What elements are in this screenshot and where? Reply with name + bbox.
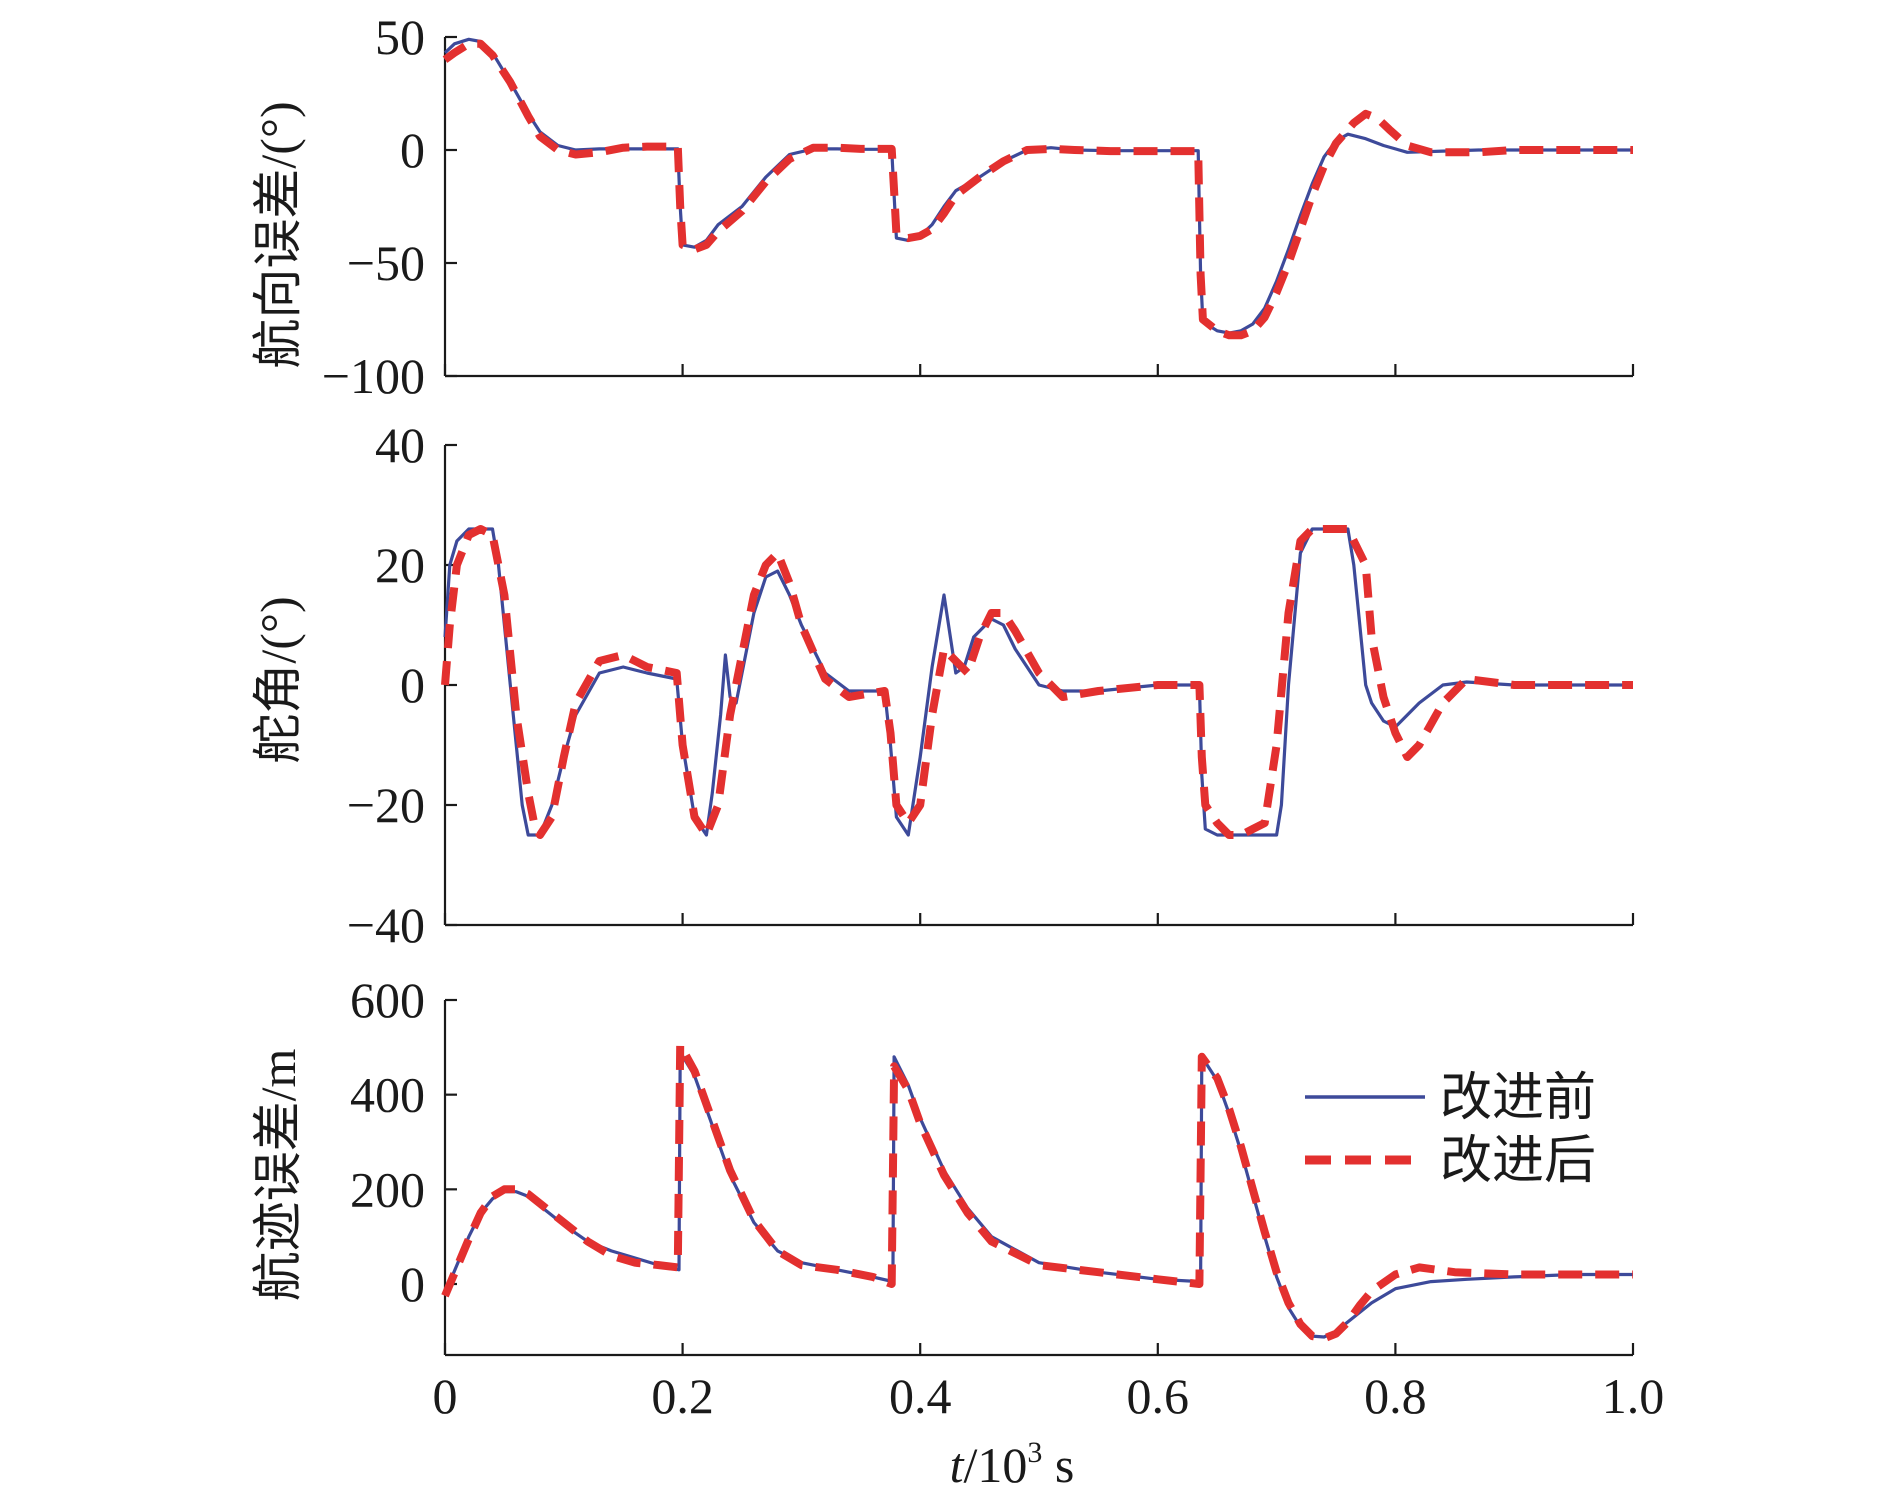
legend-label-after: 改进后 (1440, 1133, 1596, 1190)
heading-error-panel: 航向误差/(°) 50 0 −50 −100 (250, 9, 1635, 404)
track-error-panel: 航迹误差/m 600 400 200 00 0.2 0.4 0.6 0.8 1.0 (250, 972, 1664, 1424)
rudder-angle-series-after (441, 525, 1633, 839)
x-tick-label: 0.8 (1364, 1368, 1427, 1424)
rudder-angle-ytick-label: 0 (400, 657, 425, 713)
heading-error-ytick-label: 50 (375, 9, 425, 65)
x-tick-label: 0 (433, 1368, 458, 1424)
rudder-angle-ylabel: 舵角/(°) (250, 596, 306, 763)
legend: 改进前 改进后 (1305, 1070, 1596, 1190)
heading-error-ytick-label: −50 (347, 235, 425, 291)
rudder-angle-panel: 舵角/(°) 40 20 0 −20 −40 (250, 417, 1635, 953)
rudder-angle-ytick-label: 40 (375, 417, 425, 473)
track-error-ytick-label: 0 (400, 1256, 425, 1312)
x-axis-label: t/103 s (950, 1436, 1075, 1493)
heading-error-ytick-label: −100 (322, 348, 425, 404)
heading-error-ytick-label: 0 (400, 122, 425, 178)
x-tick-label: 0.4 (889, 1368, 952, 1424)
heading-error-ylabel: 航向误差/(°) (250, 101, 306, 368)
x-axis-label-unit: s (1042, 1437, 1074, 1493)
x-axis-label-exp: 3 (1027, 1436, 1042, 1469)
x-axis-label-var: t (950, 1437, 965, 1493)
x-tick-label: 1.0 (1602, 1368, 1665, 1424)
x-tick-label: 0.6 (1127, 1368, 1190, 1424)
x-tick-label: 0.2 (651, 1368, 714, 1424)
track-error-ytick-label: 200 (350, 1161, 425, 1217)
rudder-angle-ytick-label: −20 (347, 777, 425, 833)
rudder-angle-series-before (443, 527, 1633, 837)
track-error-ytick-label: 400 (350, 1067, 425, 1123)
track-error-ytick-label: 600 (350, 972, 425, 1028)
heading-error-series-after (442, 39, 1633, 340)
track-error-series-after (441, 1041, 1633, 1343)
heading-error-series-before (443, 37, 1633, 335)
rudder-angle-ytick-label: −40 (347, 897, 425, 953)
rudder-angle-ytick-label: 20 (375, 537, 425, 593)
track-error-ylabel: 航迹误差/m (250, 1049, 306, 1302)
legend-label-before: 改进前 (1440, 1070, 1596, 1127)
x-axis-label-scale: /10 (964, 1437, 1028, 1493)
